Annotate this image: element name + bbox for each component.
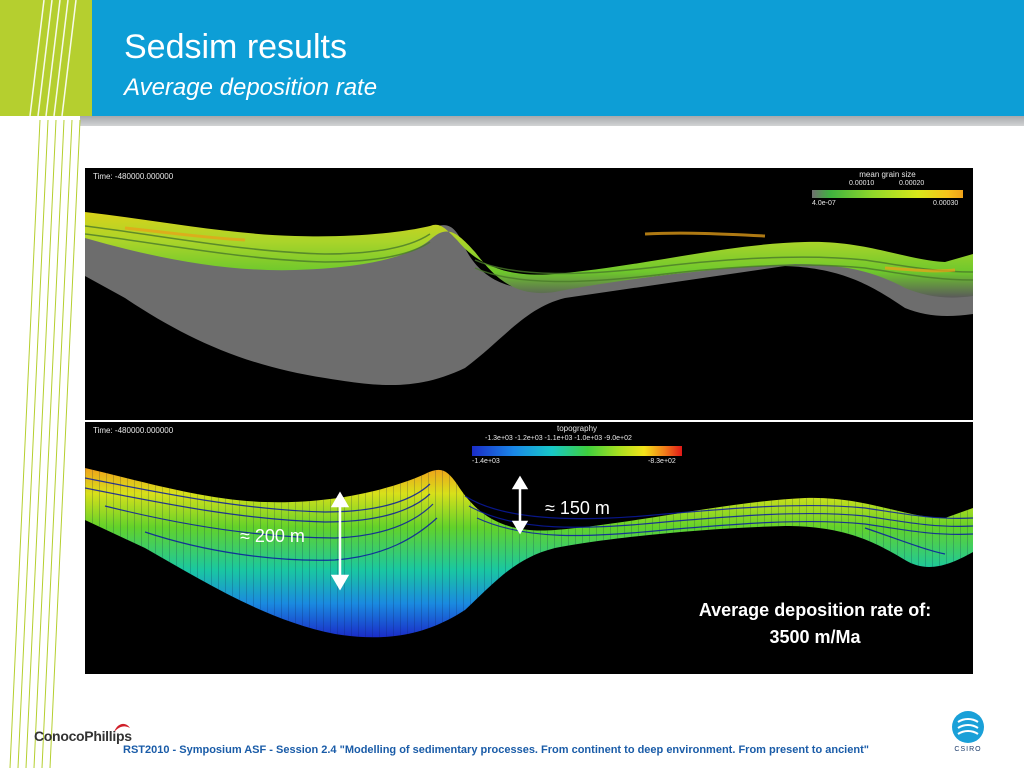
grain-size-panel: Time: -480000.000000 mean grain size 0.0… xyxy=(85,168,973,420)
thickness-arrows xyxy=(330,475,529,591)
legend-max-label: 0.00030 xyxy=(933,200,959,207)
conocophillips-logo: ConocoPhillips xyxy=(34,720,136,760)
legend-tick: 0.00020 xyxy=(899,180,925,187)
legend-min-label: 4.0e-07 xyxy=(812,200,836,207)
conocophillips-wordmark: ConocoPhillips xyxy=(34,728,132,744)
topography-panel: Time: -480000.000000 topography -1.3e+03… xyxy=(85,422,973,674)
csiro-logo: CSIRO xyxy=(946,708,990,758)
legend-min-label: -1.4e+03 xyxy=(472,458,500,465)
csiro-wordmark: CSIRO xyxy=(954,746,982,753)
header-band xyxy=(0,0,1024,116)
topography-colorbar xyxy=(472,446,682,456)
slide-title: Sedsim results xyxy=(124,28,347,66)
grain-size-cross-section xyxy=(85,212,973,386)
arrow-right-head-up xyxy=(511,475,529,490)
slide-subtitle: Average deposition rate xyxy=(124,74,378,101)
legend-title: topography xyxy=(556,424,598,433)
conoco-flame-icon xyxy=(114,723,130,732)
thickness-label-150: ≈ 150 m xyxy=(545,498,610,518)
topography-cross-section xyxy=(85,468,973,638)
legend-tick: -1.3e+03 -1.2e+03 -1.1e+03 -1.0e+03 -9.0… xyxy=(485,435,632,442)
legend-title: mean grain size xyxy=(859,170,916,179)
deposition-rate-line1: Average deposition rate of: xyxy=(698,600,932,620)
thickness-label-200: ≈ 200 m xyxy=(240,526,305,546)
header-accent-block xyxy=(0,0,92,116)
deposition-rate-line2: 3500 m/Ma xyxy=(769,627,861,647)
footer-text: RST2010 - Symposium ASF - Session 2.4 "M… xyxy=(123,744,869,756)
legend-max-label: -8.3e+02 xyxy=(648,458,676,465)
arrow-left-head-down xyxy=(330,574,350,591)
arrow-left-head-up xyxy=(330,491,350,508)
time-label: Time: -480000.000000 xyxy=(93,426,174,435)
csiro-emblem-icon xyxy=(952,711,984,743)
time-label: Time: -480000.000000 xyxy=(93,172,174,181)
grain-size-colorbar xyxy=(812,190,963,198)
decorative-lines xyxy=(9,0,81,768)
legend-tick: 0.00010 xyxy=(849,180,875,187)
header-divider xyxy=(80,116,1024,126)
deposition-rate-text: Average deposition rate of: 3500 m/Ma xyxy=(660,597,970,651)
arrow-right-head-down xyxy=(511,520,529,535)
